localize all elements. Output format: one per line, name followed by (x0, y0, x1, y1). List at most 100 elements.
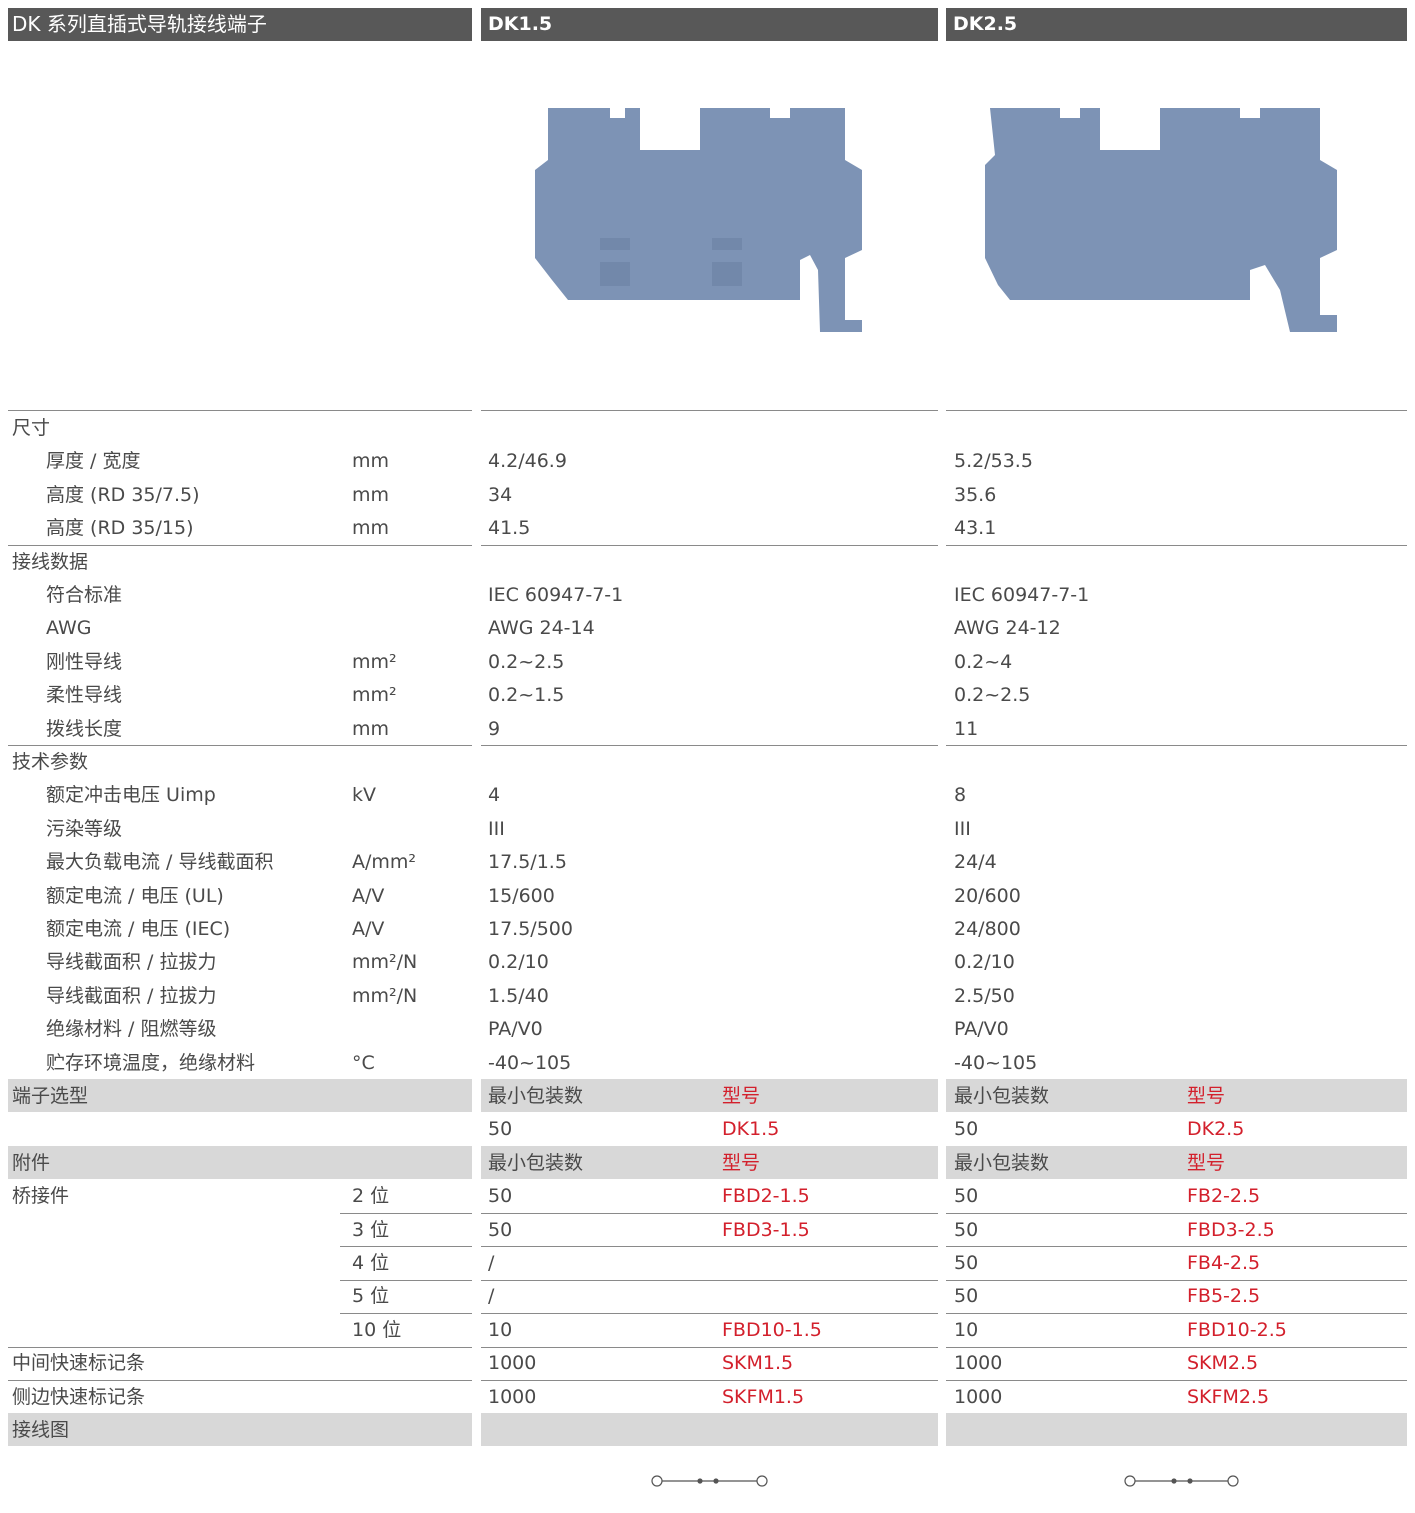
min-package: 50 (954, 1218, 979, 1241)
unit: mm²/N (352, 951, 418, 974)
divider (8, 410, 472, 411)
value: 8 (954, 784, 967, 807)
divider (481, 545, 938, 546)
unit: A/V (352, 884, 385, 907)
min-package: 50 (954, 1252, 979, 1274)
value: 0.2~4 (954, 650, 1013, 673)
unit: kV (352, 784, 377, 807)
row-label: 拨线长度 (46, 717, 123, 740)
value: IEC 60947-7-1 (488, 584, 624, 606)
divider (946, 1246, 1407, 1247)
divider (8, 1347, 472, 1348)
value: 34 (488, 483, 513, 506)
divider (481, 745, 938, 746)
value: 0.2~2.5 (954, 684, 1031, 707)
value: 41.5 (488, 517, 531, 540)
divider (481, 1280, 938, 1281)
model-number: DK1.5 (722, 1118, 780, 1141)
model-number: DK2.5 (1187, 1118, 1245, 1141)
value: 4 (488, 784, 501, 807)
model-number: FBD10-1.5 (722, 1318, 822, 1341)
min-package: 1000 (488, 1385, 537, 1408)
column-header: 型号 (1187, 1151, 1226, 1174)
divider (340, 1280, 472, 1281)
unit: mm² (352, 650, 397, 673)
value: AWG 24-14 (488, 617, 595, 640)
row-label: 刚性导线 (46, 650, 123, 673)
divider (946, 745, 1407, 746)
value: -40~105 (954, 1051, 1038, 1074)
product-name: DK1.5 (488, 13, 553, 35)
divider (481, 1213, 938, 1214)
value: 17.5/1.5 (488, 851, 567, 874)
section-title: 接线数据 (12, 550, 89, 573)
unit: 4 位 (352, 1252, 390, 1274)
row-label: 额定电流 / 电压 (UL) (46, 884, 224, 907)
row-label: 中间快速标记条 (12, 1352, 146, 1375)
row-label: 贮存环境温度，绝缘材料 (46, 1051, 256, 1074)
row-label: 导线截面积 / 拉拔力 (46, 951, 217, 974)
value: PA/V0 (488, 1018, 543, 1041)
value: 2.5/50 (954, 984, 1015, 1007)
divider (946, 1280, 1407, 1281)
value: 0.2/10 (488, 951, 549, 974)
section-title: 技术参数 (12, 751, 89, 773)
divider (946, 1380, 1407, 1381)
row-label: 污染等级 (46, 817, 123, 840)
product-name: DK2.5 (953, 13, 1018, 35)
column-header: 最小包装数 (488, 1085, 584, 1107)
min-package: 50 (954, 1118, 979, 1141)
value: -40~105 (488, 1051, 572, 1074)
unit: A/mm² (352, 851, 417, 874)
row-label: 柔性导线 (46, 684, 123, 707)
model-number: SKFM1.5 (722, 1385, 805, 1408)
row-label: 最大负载电流 / 导线截面积 (46, 851, 274, 874)
divider (8, 545, 472, 546)
row-label: 绝缘材料 / 阻燃等级 (46, 1018, 217, 1041)
unit: A/V (352, 918, 385, 940)
value: AWG 24-12 (954, 617, 1061, 640)
model-number: FB2-2.5 (1187, 1185, 1261, 1208)
model-number: FBD2-1.5 (722, 1185, 810, 1208)
min-package: 50 (488, 1218, 513, 1241)
model-number: FB4-2.5 (1187, 1252, 1261, 1274)
min-package: 10 (954, 1318, 979, 1341)
row-label: 额定冲击电压 Uimp (46, 784, 216, 807)
header-band (481, 1146, 938, 1179)
value: 17.5/500 (488, 918, 573, 940)
model-number: SKM2.5 (1187, 1352, 1259, 1375)
unit: mm (352, 517, 390, 540)
min-package: 1000 (954, 1385, 1003, 1408)
min-package: 1000 (954, 1352, 1003, 1375)
section-title: 尺寸 (12, 417, 51, 439)
model-number: FB5-2.5 (1187, 1285, 1261, 1308)
product-image (535, 108, 1337, 332)
unit: mm²/N (352, 984, 418, 1007)
row-label: 高度 (RD 35/7.5) (46, 483, 200, 506)
header-band (8, 1413, 472, 1446)
row-label: 桥接件 (12, 1185, 70, 1208)
value: 20/600 (954, 884, 1021, 907)
model-number: FBD10-2.5 (1187, 1318, 1287, 1341)
row-label: AWG (46, 617, 92, 640)
value: PA/V0 (954, 1018, 1009, 1041)
column-header: 型号 (722, 1085, 761, 1107)
divider (340, 1213, 472, 1214)
min-package: / (488, 1285, 495, 1308)
divider (481, 1246, 938, 1247)
divider (481, 1347, 938, 1348)
unit: °C (352, 1051, 375, 1074)
value: 0.2/10 (954, 951, 1015, 974)
unit: 3 位 (352, 1218, 390, 1241)
row-label: 高度 (RD 35/15) (46, 517, 194, 540)
value: 24/800 (954, 918, 1021, 940)
row-label: 侧边快速标记条 (12, 1385, 146, 1408)
unit: 5 位 (352, 1285, 390, 1308)
min-package: 50 (488, 1185, 513, 1208)
divider (946, 1313, 1407, 1314)
divider (946, 545, 1407, 546)
header-band (481, 1079, 938, 1112)
column-header: 最小包装数 (954, 1151, 1050, 1174)
value: 11 (954, 717, 979, 740)
